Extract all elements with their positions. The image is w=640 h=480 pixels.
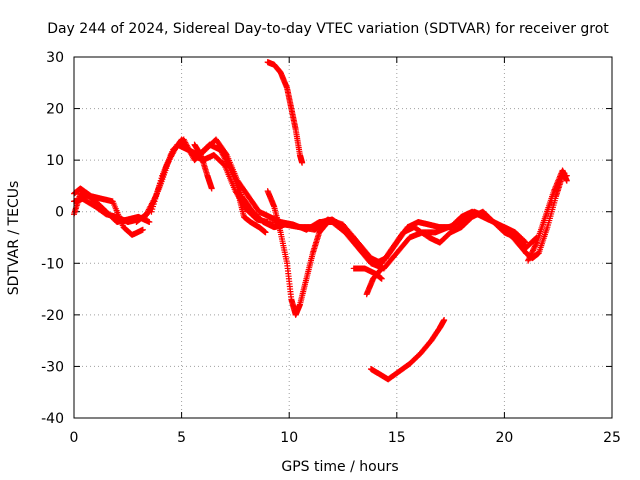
data-point — [563, 177, 570, 184]
y-tick-label: -10 — [41, 256, 64, 272]
data-point — [378, 275, 385, 282]
data-point — [533, 240, 540, 247]
series-track-3 — [71, 195, 142, 226]
y-tick-label: -40 — [41, 411, 64, 427]
chart-title: Day 244 of 2024, Sidereal Day-to-day VTE… — [47, 21, 609, 37]
x-tick-label: 10 — [280, 430, 298, 446]
data-point — [299, 159, 306, 166]
data-layer — [71, 59, 570, 383]
data-point — [378, 266, 385, 273]
series-track-10 — [264, 188, 340, 318]
series-track-9 — [525, 167, 570, 264]
y-tick-label: 0 — [55, 205, 64, 221]
data-point — [208, 185, 215, 192]
y-axis-label: SDTVAR / TECUs — [6, 181, 22, 296]
data-point — [441, 317, 448, 324]
series-track-11 — [264, 59, 306, 166]
x-tick-label: 15 — [388, 430, 406, 446]
x-tick-label: 25 — [603, 430, 621, 446]
x-tick-label: 20 — [495, 430, 513, 446]
series-track-13 — [363, 265, 385, 298]
data-point — [146, 219, 153, 226]
series-track-14 — [367, 317, 448, 383]
y-tick-label: 30 — [46, 50, 64, 66]
plot-frame — [73, 56, 613, 419]
data-point — [333, 219, 340, 226]
data-point — [139, 226, 146, 233]
grid-layer — [74, 57, 612, 418]
series-track-6 — [148, 136, 570, 272]
data-point — [378, 265, 385, 272]
tick-layer: 0 5 10 15 20 25 -40 -30 -20 -10 0 10 20 30 — [41, 50, 621, 446]
series-track-7 — [191, 141, 215, 192]
series-track-8 — [234, 188, 269, 236]
x-tick-label: 5 — [177, 430, 186, 446]
x-tick-label: 0 — [70, 430, 79, 446]
y-tick-label: -20 — [41, 308, 64, 324]
y-tick-label: 20 — [46, 102, 64, 118]
x-axis-label: GPS time / hours — [281, 459, 398, 475]
y-tick-label: -30 — [41, 359, 64, 375]
data-point — [262, 229, 269, 236]
y-tick-label: 10 — [46, 153, 64, 169]
